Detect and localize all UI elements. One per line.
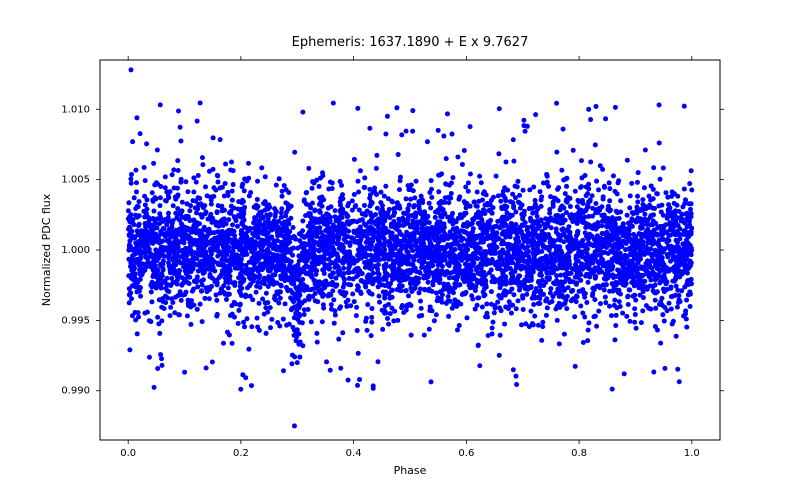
chart-container: 0.0 0.2 0.4 0.6 0.8 1.0 0.990 0.995 1.000 1.005 1.… <box>0 0 800 500</box>
y-tick-label: 1.005 <box>61 175 90 186</box>
x-tick-label: 1.0 <box>684 448 700 459</box>
x-tick-label: 0.0 <box>120 448 136 459</box>
chart-title: Ephemeris: 1637.1890 + E x 9.7627 <box>292 35 529 50</box>
x-tick-label: 0.4 <box>346 448 362 459</box>
scatter-plot: 0.0 0.2 0.4 0.6 0.8 1.0 0.990 0.995 1.000 1.005 1.… <box>0 0 800 500</box>
y-tick-label: 0.990 <box>61 386 90 397</box>
x-tick-label: 0.2 <box>233 448 249 459</box>
y-tick-label: 1.010 <box>61 104 90 115</box>
y-tick-label: 0.995 <box>61 315 90 326</box>
y-axis-label: Normalized PDC flux <box>40 193 53 306</box>
y-tick-label: 1.000 <box>61 245 90 256</box>
x-axis-label: Phase <box>394 464 427 477</box>
x-tick-label: 0.6 <box>458 448 474 459</box>
x-tick-label: 0.8 <box>571 448 587 459</box>
